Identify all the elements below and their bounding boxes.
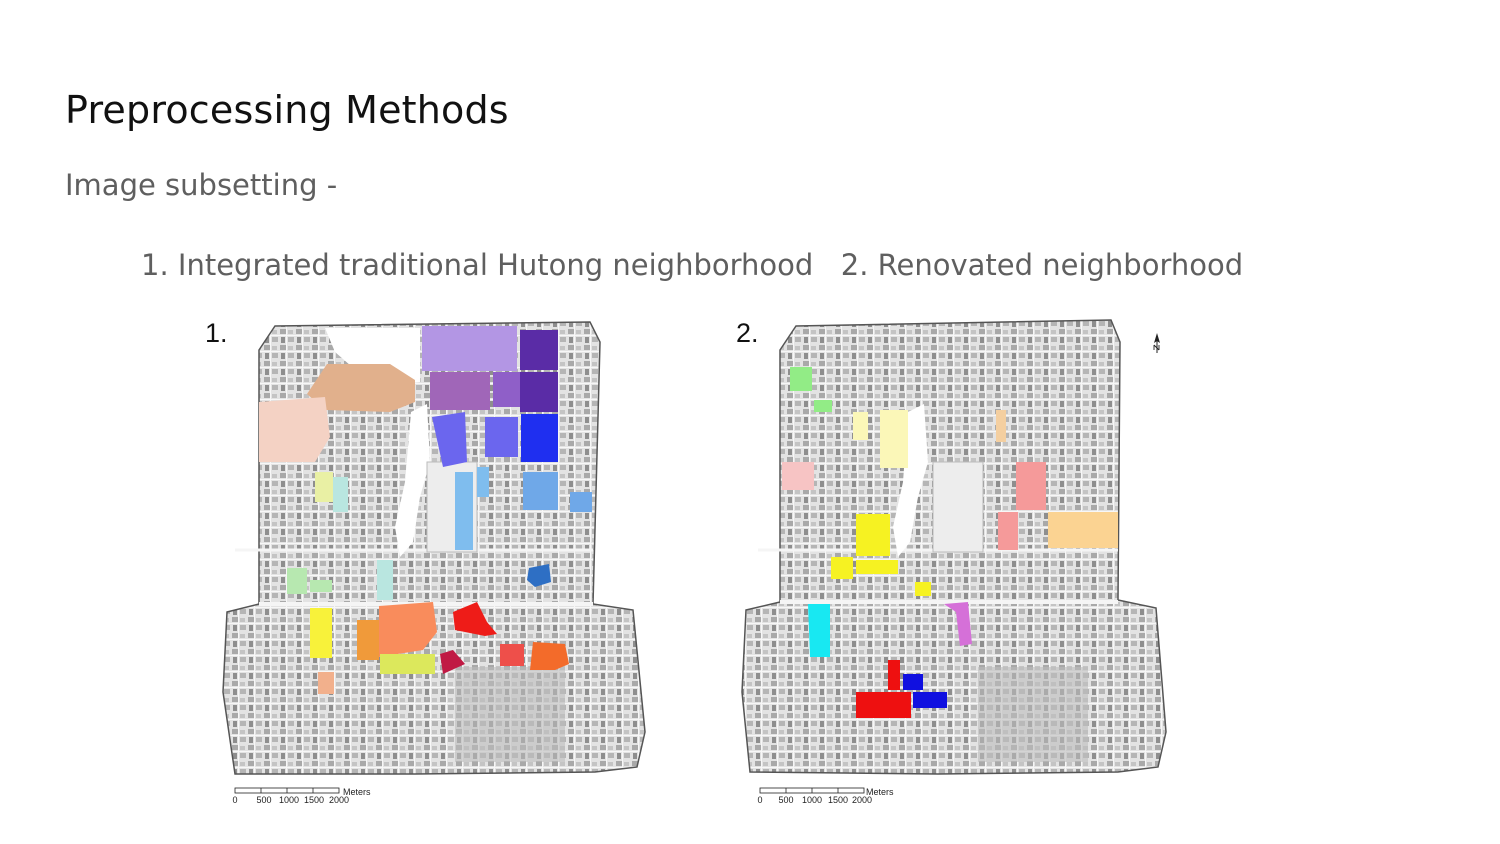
map-2-region-14 [808, 604, 830, 657]
map-1-south-park [455, 667, 565, 762]
north-arrow-icon [1153, 333, 1160, 353]
slide-title: Preprocessing Methods [65, 88, 509, 132]
map-1-region-4 [493, 372, 523, 407]
map-2-scale-tick-1: 500 [778, 795, 793, 805]
map-1-region-3 [430, 372, 490, 410]
map-1-region-7 [259, 397, 330, 462]
map-1-region-12 [570, 492, 592, 512]
map-1-scale-tick-0: 0 [232, 795, 237, 805]
map-2-scale-tick-4: 2000 [852, 795, 872, 805]
map-2-renovated: 0 500 1000 1500 2000 Meters [741, 319, 1167, 805]
map-2-label: 2. [736, 318, 759, 348]
map-1-region-19 [287, 568, 307, 594]
map-2-scale-tick-2: 1000 [802, 795, 822, 805]
map-2-region-11 [831, 557, 853, 579]
map-2-region-7 [1016, 462, 1046, 510]
map-1-region-22 [357, 620, 379, 660]
map-2-region-8 [998, 512, 1018, 550]
map-1-region-24 [380, 654, 435, 674]
map-1-region-9 [485, 417, 518, 457]
map-1-region-10 [521, 414, 558, 462]
map-2-region-6 [782, 462, 814, 490]
map-2-south-park [978, 667, 1088, 762]
map-1-region-20 [310, 580, 332, 592]
map-1-region-13 [455, 472, 473, 550]
map-2-region-19 [913, 692, 947, 708]
map-1-lake [395, 404, 430, 557]
map-1-region-1 [422, 326, 517, 371]
map-1-region-21 [310, 608, 332, 658]
map-1-region-5 [520, 372, 558, 412]
map-2-region-3 [853, 412, 868, 440]
map-1-region-16 [333, 477, 348, 512]
map-2-scale-tick-3: 1500 [828, 795, 848, 805]
map-2-region-12 [856, 560, 898, 574]
map-2-region-15 [944, 602, 972, 646]
map-2-regions [782, 367, 1118, 718]
map-2-region-2 [814, 400, 832, 412]
map-1-region-23 [379, 602, 437, 657]
map-1-region-25 [440, 650, 465, 674]
map-1-region-11 [523, 472, 558, 510]
map-2-region-5 [996, 410, 1006, 442]
map-2-palace [932, 461, 984, 553]
map-2-region-9 [1048, 512, 1118, 548]
map-2-scale-bar: 0 500 1000 1500 2000 Meters [757, 787, 894, 805]
map-1-scale-unit: Meters [343, 787, 371, 797]
map-1-region-28 [530, 642, 569, 670]
map-1-scale-bar: 0 500 1000 1500 2000 Meters [232, 787, 371, 805]
map-1-hutong: 0 500 1000 1500 2000 Meters [222, 321, 646, 805]
list-item-hutong: 1. Integrated traditional Hutong neighbo… [141, 248, 814, 282]
map-1-region-18 [527, 564, 551, 587]
map-1-region-14 [477, 467, 489, 497]
slide-subtitle: Image subsetting - [65, 168, 338, 202]
map-1-region-17 [377, 560, 393, 600]
map-1-region-26 [453, 602, 497, 636]
map-1-scale-tick-1: 500 [256, 795, 271, 805]
map-2-lake [893, 404, 928, 557]
map-1-label: 1. [205, 318, 228, 348]
map-2-scale-tick-0: 0 [757, 795, 762, 805]
map-1-region-6 [307, 364, 415, 412]
map-1-region-2 [520, 330, 558, 370]
map-2-region-18 [903, 674, 923, 690]
map-1-scale-tick-2: 1000 [279, 795, 299, 805]
map-2-region-4 [880, 410, 908, 468]
numbered-list: 1. Integrated traditional Hutong neighbo… [141, 248, 1243, 282]
map-2-region-13 [915, 582, 931, 596]
map-1-scale-tick-3: 1500 [304, 795, 324, 805]
map-1-region-29 [318, 672, 334, 694]
map-2-scale-unit: Meters [866, 787, 894, 797]
map-1-scale-tick-4: 2000 [329, 795, 349, 805]
map-1-region-27 [500, 644, 524, 666]
map-2-region-1 [790, 367, 812, 391]
map-1-region-8 [432, 412, 467, 467]
map-2-region-16 [888, 660, 900, 690]
map-2-region-17 [856, 692, 911, 718]
list-item-renovated: 2. Renovated neighborhood [840, 248, 1244, 282]
map-2-region-10 [856, 514, 890, 556]
map-1-regions [259, 326, 592, 694]
map-1-region-15 [315, 472, 333, 502]
